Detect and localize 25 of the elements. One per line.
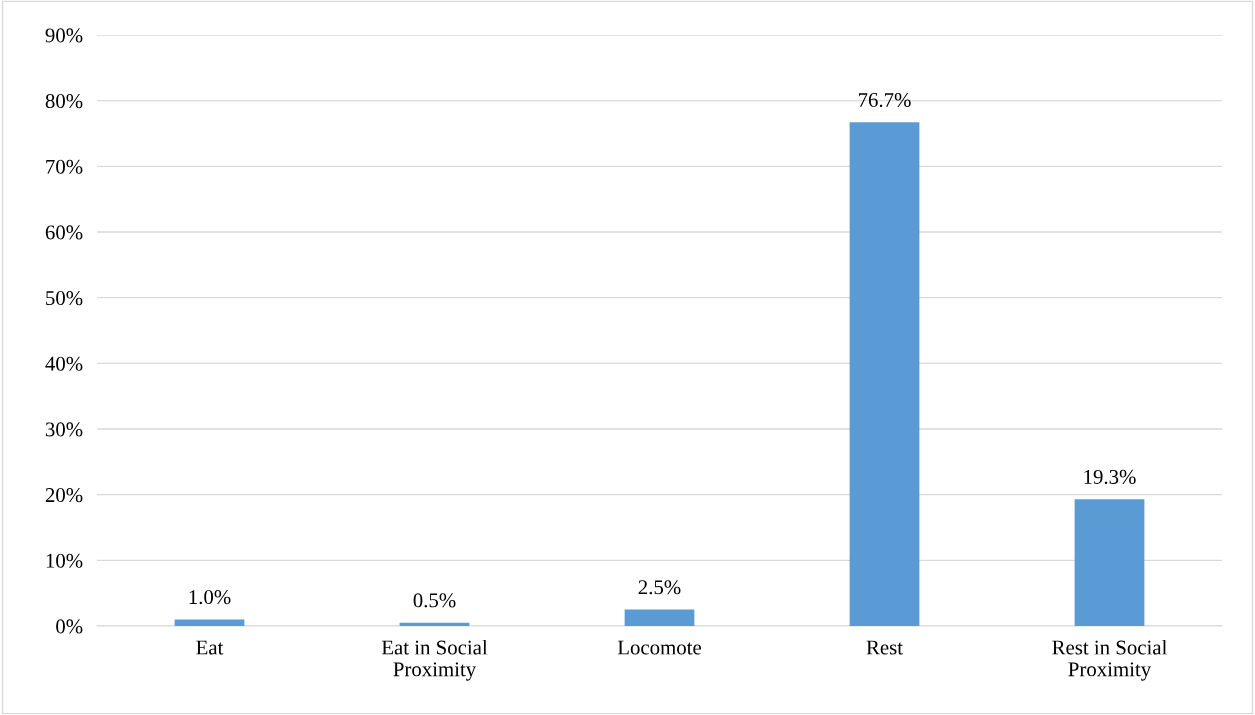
y-tick-label: 60%	[45, 225, 83, 240]
y-tick-label: 80%	[45, 94, 83, 109]
data-label: 1.0%	[189, 590, 231, 605]
y-tick-label: 10%	[46, 553, 83, 568]
x-tick-label: Eat in Social Proximity	[381, 639, 488, 681]
y-tick-label: 50%	[46, 291, 83, 306]
bar	[399, 622, 470, 626]
bar	[1074, 499, 1145, 626]
data-label: 76.7%	[858, 92, 911, 108]
data-label: 0.5%	[413, 593, 456, 608]
y-tick-label: 0%	[56, 619, 83, 634]
y-tick-label: 30%	[45, 422, 83, 437]
bar	[624, 609, 695, 626]
y-tick-label: 90%	[45, 28, 83, 43]
y-tick-label: 40%	[45, 356, 83, 371]
x-tick-label: Rest	[866, 640, 903, 655]
y-tick-label: 20%	[45, 488, 83, 503]
data-label: 2.5%	[638, 580, 681, 595]
data-label: 19.3%	[1084, 469, 1136, 485]
y-tick-label: 70%	[46, 159, 83, 174]
bar	[174, 619, 245, 626]
x-tick-label: Locomote	[617, 640, 702, 655]
bar	[849, 122, 920, 626]
x-tick-label: Eat	[196, 640, 224, 655]
x-tick-label: Rest in Social Proximity	[1052, 639, 1167, 681]
